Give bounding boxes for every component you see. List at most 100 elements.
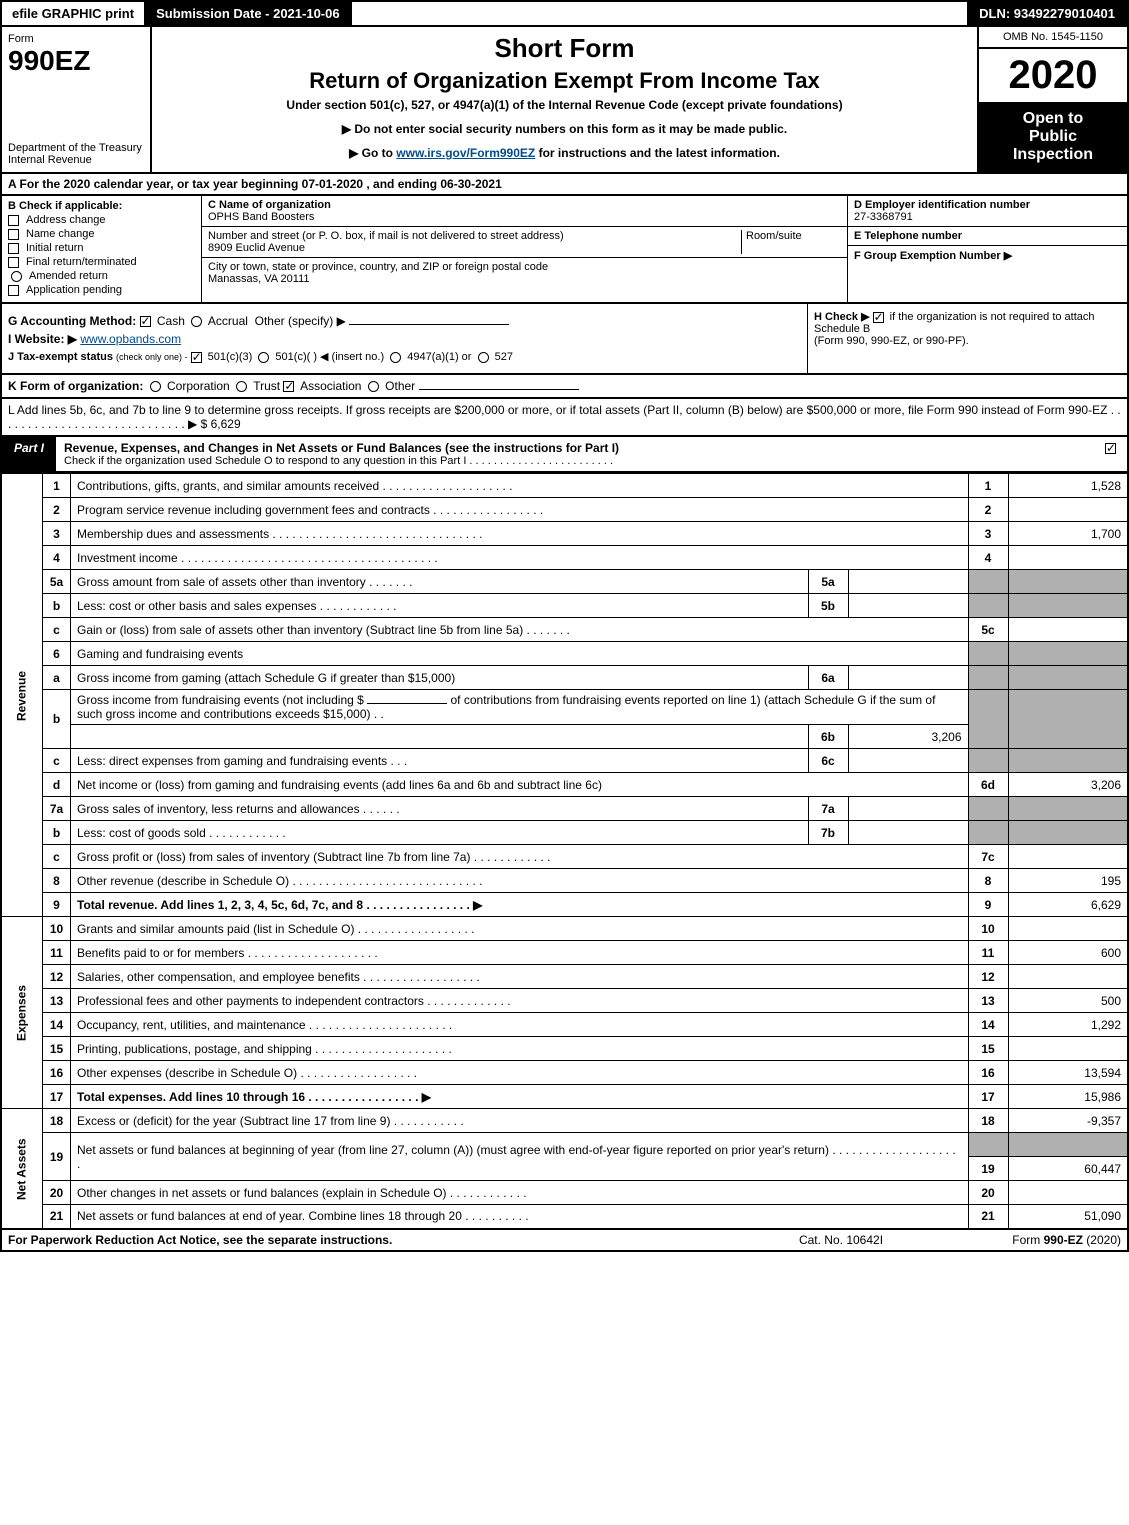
instr-goto: ▶ Go to www.irs.gov/Form990EZ for instru… — [162, 146, 967, 160]
val-12 — [1008, 965, 1128, 989]
chk-initial-return[interactable] — [8, 243, 19, 254]
lbl-application-pending: Application pending — [26, 284, 122, 296]
chk-final-return[interactable] — [8, 257, 19, 268]
chk-501c3[interactable] — [191, 352, 202, 363]
ln-16: 16 — [43, 1061, 71, 1085]
shade-5b — [968, 594, 1008, 618]
org-name: OPHS Band Boosters — [208, 211, 314, 223]
ln-8: 8 — [43, 869, 71, 893]
num-10: 10 — [968, 917, 1008, 941]
col-d-e-f: D Employer identification number 27-3368… — [847, 196, 1127, 302]
lbl-amended-return: Amended return — [29, 270, 108, 282]
chk-trust[interactable] — [236, 381, 247, 392]
val-16: 13,594 — [1008, 1061, 1128, 1085]
header-left: Form 990EZ Department of the Treasury In… — [2, 27, 152, 172]
ln-6d: d — [43, 773, 71, 797]
desc-6: Gaming and fundraising events — [71, 642, 969, 666]
chk-application-pending[interactable] — [8, 285, 19, 296]
short-form-title: Short Form — [162, 33, 967, 64]
footer-right: Form 990-EZ (2020) — [941, 1233, 1121, 1247]
ln-14: 14 — [43, 1013, 71, 1037]
val-11: 600 — [1008, 941, 1128, 965]
shade-6a — [968, 666, 1008, 690]
desc-9: Total revenue. Add lines 1, 2, 3, 4, 5c,… — [71, 893, 969, 917]
shade-7b — [968, 821, 1008, 845]
ln-17: 17 — [43, 1085, 71, 1109]
section-a: A For the 2020 calendar year, or tax yea… — [0, 174, 1129, 196]
6b-amount-input[interactable] — [367, 703, 447, 704]
lbl-4947: 4947(a)(1) or — [407, 351, 471, 363]
header-mid: Short Form Return of Organization Exempt… — [152, 27, 977, 172]
chk-other-org[interactable] — [368, 381, 379, 392]
part1-title-text: Revenue, Expenses, and Changes in Net As… — [64, 441, 619, 455]
g-label: G Accounting Method: — [8, 314, 136, 328]
num-1: 1 — [968, 474, 1008, 498]
desc-10: Grants and similar amounts paid (list in… — [71, 917, 969, 941]
l-value: 6,629 — [211, 417, 241, 431]
desc-5a: Gross amount from sale of assets other t… — [71, 570, 809, 594]
val-19: 60,447 — [1008, 1157, 1128, 1181]
tax-year: 2020 — [979, 49, 1127, 102]
desc-7b: Less: cost of goods sold . . . . . . . .… — [71, 821, 809, 845]
num-14: 14 — [968, 1013, 1008, 1037]
chk-amended-return[interactable] — [11, 271, 22, 282]
lbl-cash: Cash — [157, 314, 185, 328]
f-label: F Group Exemption Number ▶ — [854, 250, 1012, 262]
dept-treasury: Department of the Treasury Internal Reve… — [8, 142, 144, 166]
mid-val-5a — [848, 570, 968, 594]
part1-tag: Part I — [2, 437, 56, 471]
ln-12: 12 — [43, 965, 71, 989]
e-label: E Telephone number — [854, 230, 962, 242]
c-name-label: C Name of organization — [208, 199, 331, 211]
ein-value: 27-3368791 — [854, 211, 913, 223]
num-4: 4 — [968, 546, 1008, 570]
open-line1: Open to — [1023, 110, 1083, 127]
col-h: H Check ▶ if the organization is not req… — [807, 304, 1127, 373]
other-org-input[interactable] — [419, 389, 579, 390]
instr-goto-post: for instructions and the latest informat… — [535, 146, 780, 160]
open-line3: Inspection — [1013, 146, 1093, 163]
val-7c — [1008, 845, 1128, 869]
val-4 — [1008, 546, 1128, 570]
chk-527[interactable] — [478, 352, 489, 363]
room-suite: Room/suite — [741, 230, 841, 254]
shade-5b-v — [1008, 594, 1128, 618]
mid-num-6b: 6b — [808, 725, 848, 749]
chk-4947[interactable] — [390, 352, 401, 363]
chk-name-change[interactable] — [8, 229, 19, 240]
footer-left: For Paperwork Reduction Act Notice, see … — [8, 1233, 741, 1247]
chk-address-change[interactable] — [8, 215, 19, 226]
shade-7a-v — [1008, 797, 1128, 821]
chk-association[interactable] — [283, 381, 294, 392]
k-label: K Form of organization: — [8, 379, 143, 393]
open-line2: Public — [1029, 128, 1077, 145]
org-address: 8909 Euclid Avenue — [208, 242, 305, 254]
chk-501c[interactable] — [258, 352, 269, 363]
num-18: 18 — [968, 1109, 1008, 1133]
desc-6d: Net income or (loss) from gaming and fun… — [71, 773, 969, 797]
other-method-input[interactable] — [349, 324, 509, 325]
mid-num-7b: 7b — [808, 821, 848, 845]
line-i: I Website: ▶ www.opbands.com — [8, 332, 801, 346]
efile-print-button[interactable]: efile GRAPHIC print — [2, 2, 146, 25]
shade-7b-v — [1008, 821, 1128, 845]
chk-accrual[interactable] — [191, 316, 202, 327]
desc-16: Other expenses (describe in Schedule O) … — [71, 1061, 969, 1085]
val-2 — [1008, 498, 1128, 522]
num-11: 11 — [968, 941, 1008, 965]
chk-part1-schedule-o[interactable] — [1105, 443, 1116, 454]
chk-h[interactable] — [873, 312, 884, 323]
col-g-i-j: G Accounting Method: Cash Accrual Other … — [2, 304, 807, 373]
ln-13: 13 — [43, 989, 71, 1013]
desc-6a: Gross income from gaming (attach Schedul… — [71, 666, 809, 690]
chk-corporation[interactable] — [150, 381, 161, 392]
header-right: OMB No. 1545-1150 2020 Open to Public In… — [977, 27, 1127, 172]
irs-link[interactable]: www.irs.gov/Form990EZ — [396, 146, 535, 160]
chk-cash[interactable] — [140, 316, 151, 327]
website-link[interactable]: www.opbands.com — [80, 332, 181, 346]
shade-6b-v — [1008, 690, 1128, 749]
ln-5a: 5a — [43, 570, 71, 594]
ln-6a: a — [43, 666, 71, 690]
desc-14: Occupancy, rent, utilities, and maintena… — [71, 1013, 969, 1037]
ln-6c: c — [43, 749, 71, 773]
